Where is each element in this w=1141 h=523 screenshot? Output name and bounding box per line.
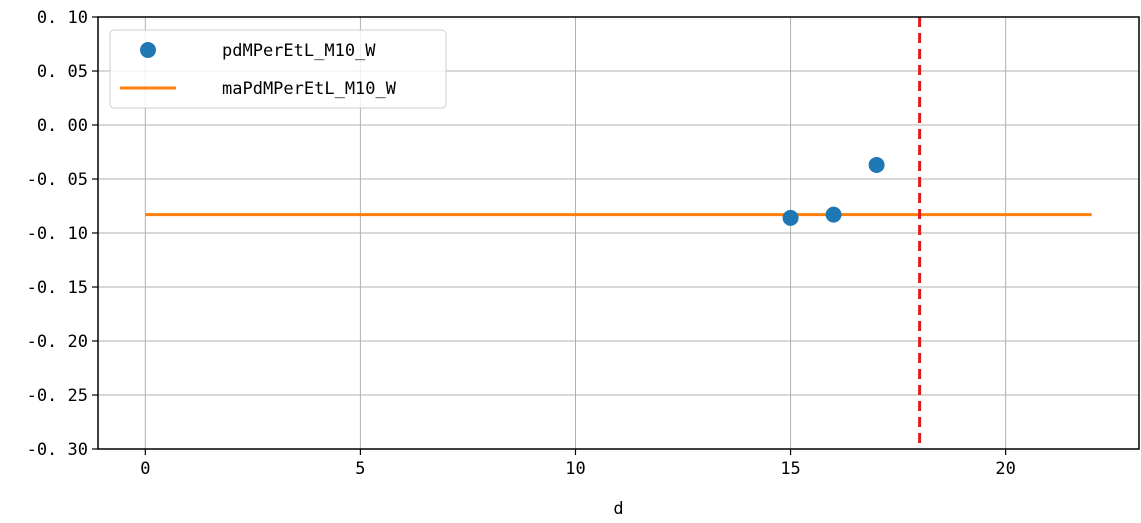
y-tick-label: -0. 15 (27, 278, 88, 298)
y-tick-label: 0. 00 (37, 116, 88, 136)
y-tick-label: -0. 05 (27, 170, 88, 190)
data-point (825, 206, 842, 223)
x-tick-label: 0 (140, 459, 150, 479)
legend-label-scatter: pdMPerEtL_M10_W (222, 41, 376, 61)
y-tick-label: 0. 05 (37, 62, 88, 82)
tick-layer: 0 5 10 15 20 0. 10 0. 05 0. 00 -0. 05 -0. 10 -0. 1… (27, 8, 1016, 479)
x-tick-label: 5 (355, 459, 365, 479)
legend-label-line: maPdMPerEtL_M10_W (222, 79, 397, 99)
x-tick-label: 15 (780, 459, 800, 479)
data-point (782, 209, 799, 226)
x-tick-label: 10 (565, 459, 585, 479)
y-tick-label: -0. 25 (27, 386, 88, 406)
series-layer (145, 17, 1092, 449)
data-point (868, 156, 885, 173)
x-axis-label: d (613, 499, 623, 519)
y-tick-label: -0. 20 (27, 332, 88, 352)
x-tick-label: 20 (995, 459, 1015, 479)
y-tick-label: -0. 10 (27, 224, 88, 244)
legend-box (109, 29, 447, 109)
legend-marker-scatter (140, 42, 156, 58)
legend: pdMPerEtL_M10_W maPdMPerEtL_M10_W (109, 29, 447, 109)
y-tick-label: -0. 30 (27, 440, 88, 460)
y-tick-label: 0. 10 (37, 8, 88, 28)
